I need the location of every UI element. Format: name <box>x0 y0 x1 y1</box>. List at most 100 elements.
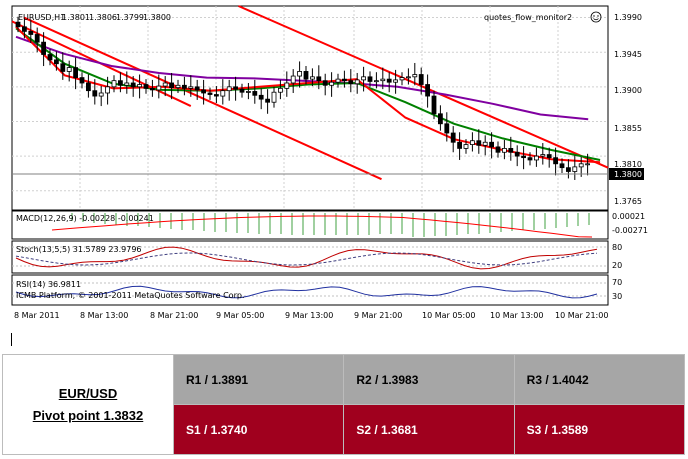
candle-body <box>418 74 424 85</box>
smiley-icon <box>590 11 602 23</box>
candle-body <box>335 78 341 83</box>
candle-body <box>527 157 533 161</box>
candle-body <box>118 80 123 86</box>
candle-body <box>495 146 501 153</box>
candle-body <box>169 82 175 89</box>
x-tick: 8 Mar 13:00 <box>80 311 128 320</box>
candle-body <box>540 154 546 157</box>
candle-body <box>156 85 162 91</box>
rsi-label: RSI(14) 36.9811 <box>16 280 81 289</box>
candle-body <box>226 86 232 92</box>
candle-body <box>489 141 495 148</box>
candle-body <box>572 166 578 172</box>
s3-cell: S3 / 1.3589 <box>513 404 686 455</box>
rsi-tick: 70 <box>612 278 622 287</box>
candle-body <box>361 76 367 81</box>
ohlc-high: 1.3806 <box>89 13 117 22</box>
macd-tick: 0.00021 <box>612 212 645 221</box>
candle-body <box>316 76 322 82</box>
candle-body <box>373 80 379 83</box>
indicator-name: quotes_flow_monitor2 <box>484 13 572 22</box>
candle-body <box>239 88 245 93</box>
candle-body <box>207 92 213 95</box>
candle-body <box>348 80 354 85</box>
x-tick: 8 Mar 2011 <box>14 311 60 320</box>
main-grid <box>12 6 608 210</box>
x-tick: 10 Mar 05:00 <box>422 311 475 320</box>
candle-body <box>271 91 277 103</box>
candle-body <box>130 82 136 88</box>
candlesticks <box>15 16 590 180</box>
candle-body <box>444 123 450 134</box>
candle-body <box>476 140 482 146</box>
x-tick: 10 Mar 21:00 <box>555 311 608 320</box>
candle-body <box>92 90 98 97</box>
candle-body <box>188 86 194 89</box>
candle-body <box>425 84 431 97</box>
candle-body <box>393 79 399 83</box>
candle-body <box>124 82 130 86</box>
candle-body <box>213 94 219 97</box>
candle-body <box>559 163 565 169</box>
pair-name: EUR/USD <box>58 385 118 401</box>
rsi-pane-frame <box>11 274 609 306</box>
macd-tick: -0.00271 <box>612 226 648 235</box>
pivot-table: EUR/USD Pivot point 1.3832 R1 / 1.3891 R… <box>2 354 686 455</box>
y-tick: 1.3900 <box>614 86 642 95</box>
price-chart: EURUSD,H1 1.3801 1.3806 1.3799 1.3800 qu… <box>11 5 648 320</box>
current-price-label: 1.3800 <box>614 170 642 179</box>
chart-symbol-title: EURUSD,H1 <box>18 13 65 22</box>
candle-body <box>367 76 373 82</box>
rsi-line-path <box>15 285 598 299</box>
resistance-row: EUR/USD Pivot point 1.3832 R1 / 1.3891 R… <box>2 354 686 455</box>
text-cursor <box>11 333 12 346</box>
stoch-tick: 20 <box>612 261 622 270</box>
candle-body <box>284 82 290 89</box>
support-row: S1 / 1.3740 S2 / 1.3681 S3 / 1.3589 <box>3 404 686 455</box>
candle-body <box>380 78 386 82</box>
candle-body <box>277 87 283 93</box>
channel-line-middle <box>23 16 382 181</box>
candle-body <box>105 86 110 94</box>
time-axis: 8 Mar 2011 8 Mar 13:00 8 Mar 21:00 9 Mar… <box>14 311 608 320</box>
candle-body <box>450 132 456 143</box>
candle-body <box>15 21 21 28</box>
candle-body <box>41 41 46 55</box>
candle-body <box>405 76 411 79</box>
candle-body <box>322 80 328 86</box>
stoch-main-line <box>15 246 598 270</box>
candle-body <box>66 67 72 72</box>
candle-body <box>220 90 226 97</box>
stoch-label: Stoch(13,5,5) 31.5789 23.9796 <box>16 245 142 254</box>
candle-body <box>252 91 258 96</box>
candle-body <box>469 140 475 145</box>
x-tick: 9 Mar 13:00 <box>285 311 333 320</box>
pivot-point: Pivot point 1.3832 <box>32 407 144 423</box>
macd-signal-line <box>51 215 593 238</box>
pair-info-cell: EUR/USD Pivot point 1.3832 <box>2 354 174 455</box>
candle-body <box>578 163 584 168</box>
candle-body <box>566 167 571 172</box>
ohlc-close: 1.3800 <box>143 13 171 22</box>
candle-body <box>546 154 552 159</box>
current-price-tag <box>609 168 644 180</box>
y-tick: 1.3855 <box>614 124 642 133</box>
candle-body <box>181 84 187 89</box>
candle-body <box>457 141 463 149</box>
candle-body <box>54 59 59 65</box>
candle-body <box>137 84 143 88</box>
macd-histogram <box>51 213 593 238</box>
ohlc-open: 1.3801 <box>62 13 90 22</box>
candle-body <box>290 75 296 84</box>
r1-cell: R1 / 1.3891 <box>172 354 345 405</box>
candle-body <box>341 78 347 82</box>
candle-body <box>143 84 149 89</box>
candle-body <box>303 71 309 80</box>
y-tick: 1.3990 <box>614 13 642 22</box>
candle-body <box>233 86 239 90</box>
candle-body <box>28 31 34 35</box>
copyright-text: ICMB Platform, © 2001-2011 MetaQuotes So… <box>16 291 245 300</box>
candle-body <box>553 157 558 165</box>
r2-cell: R2 / 1.3983 <box>343 354 515 405</box>
candle-body <box>534 155 539 161</box>
